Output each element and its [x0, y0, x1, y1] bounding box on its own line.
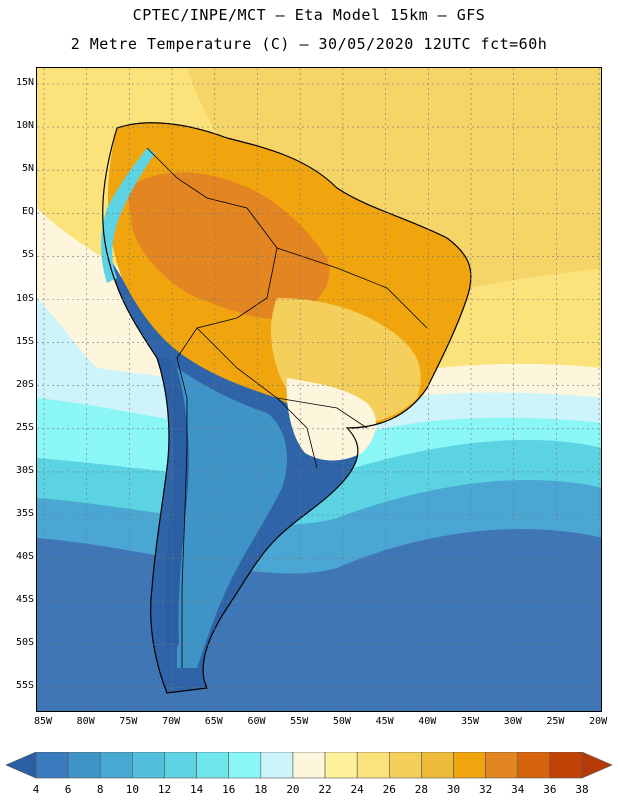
colorbar-label: 24 — [350, 783, 364, 796]
latitude-label: 50S — [15, 637, 34, 649]
colorbar-arrow-high — [581, 752, 612, 779]
longitude-label: 40W — [418, 716, 437, 727]
colorbar-segment — [324, 752, 358, 779]
ocean-band — [187, 68, 601, 298]
latitude-label: EQ — [21, 206, 34, 218]
colorbar-label: 12 — [157, 783, 172, 796]
latitude-label: 20S — [15, 378, 34, 390]
colorbar-label: 38 — [575, 783, 589, 796]
longitude-label: 75W — [119, 716, 138, 727]
colorbar-segment — [99, 752, 133, 779]
continent-south-inner — [177, 368, 287, 668]
continent-southeast-cool — [286, 378, 377, 461]
longitude-label: 35W — [460, 716, 480, 727]
map-canvas — [37, 68, 601, 711]
andes-north — [101, 148, 155, 283]
colorbar-segment — [453, 752, 486, 779]
colorbar-label: 14 — [189, 783, 204, 796]
colorbar-segment — [35, 752, 69, 779]
colorbar-label: 10 — [125, 783, 139, 796]
map-title-line-2: 2 Metre Temperature (C) – 30/05/2020 12U… — [70, 35, 548, 53]
colorbar-label: 22 — [318, 783, 332, 796]
colorbar-segment — [228, 752, 262, 779]
colorbar-label: 18 — [254, 783, 268, 796]
colorbar-label: 26 — [382, 783, 396, 796]
latitude-label: 10N — [15, 120, 34, 132]
colorbar-label: 6 — [64, 783, 72, 796]
temperature-map — [36, 67, 602, 712]
coastline — [102, 122, 472, 694]
continent-north-hot — [127, 172, 330, 319]
latitude-label: 10S — [15, 292, 34, 304]
longitude-label: 85W — [33, 716, 53, 727]
latitude-label: 40S — [15, 551, 34, 563]
longitude-label: 20W — [589, 716, 608, 727]
colorbar-segment — [260, 752, 294, 779]
latitude-label: 45S — [15, 594, 34, 606]
longitude-label: 70W — [162, 716, 181, 727]
colorbar-segment — [388, 752, 422, 779]
latitude-label: 15S — [15, 335, 34, 347]
colorbar-segment — [292, 752, 326, 779]
temperature-colorbar — [6, 752, 612, 779]
andes-cold — [157, 358, 189, 648]
longitude-label: 55W — [290, 716, 309, 727]
colorbar-segment — [517, 752, 551, 779]
colorbar-segment — [67, 752, 101, 779]
colorbar-label: 20 — [286, 783, 300, 796]
colorbar-label: 34 — [511, 783, 525, 796]
latitude-label: 15N — [15, 77, 34, 88]
colorbar-label: 32 — [479, 783, 493, 796]
longitude-label: 65W — [204, 716, 223, 727]
colorbar-label: 30 — [446, 783, 461, 796]
colorbar-label: 8 — [96, 783, 104, 796]
longitude-label: 60W — [247, 716, 266, 727]
colorbar-label: 16 — [222, 783, 236, 796]
colorbar-label: 36 — [543, 783, 557, 796]
map-title-line-1: CPTEC/INPE/MCT – Eta Model 15km – GFS — [132, 6, 486, 24]
colorbar-segment — [164, 752, 197, 779]
colorbar-segment — [421, 752, 454, 779]
longitude-label: 30W — [503, 716, 522, 727]
border — [276, 397, 368, 429]
colorbar-label: 28 — [414, 783, 429, 796]
colorbar-segment — [485, 752, 519, 779]
border — [276, 247, 428, 329]
gridlines — [37, 68, 601, 711]
longitude-label: 45W — [375, 716, 394, 727]
longitude-label: 80W — [76, 716, 95, 727]
latitude-label: 5S — [21, 249, 34, 261]
latitude-label: 5N — [21, 163, 34, 175]
colorbar-segment — [196, 752, 230, 779]
colorbar-segment — [132, 752, 165, 779]
latitude-label: 30S — [15, 464, 34, 476]
longitude-label: 50W — [332, 716, 351, 727]
colorbar-label: 4 — [32, 783, 40, 796]
colorbar-segment — [356, 752, 390, 779]
colorbar-segment — [549, 752, 583, 779]
latitude-label: 25S — [15, 421, 34, 433]
latitude-label: 35S — [15, 508, 34, 519]
latitude-label: 55S — [15, 680, 34, 692]
longitude-label: 25W — [546, 716, 565, 727]
colorbar-arrow-low — [6, 752, 37, 779]
